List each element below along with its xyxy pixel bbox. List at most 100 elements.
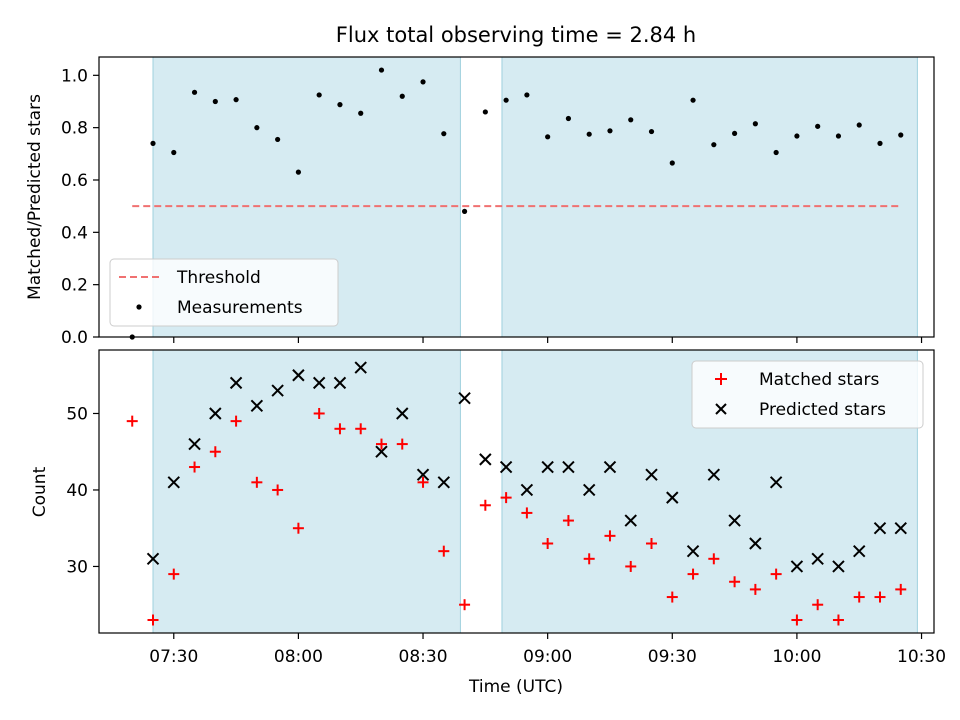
predicted-stars-point — [603, 460, 617, 474]
predicted-stars-point — [354, 361, 367, 374]
predicted-stars-point — [749, 537, 762, 550]
matched-stars-point — [646, 538, 658, 550]
predicted-stars-point — [811, 552, 824, 566]
measurement-point — [628, 117, 634, 123]
measurement-point — [648, 128, 655, 135]
measurement-point — [358, 110, 364, 116]
measurement-point — [233, 97, 239, 103]
measurement-point — [586, 131, 592, 137]
y-tick-label: 30 — [66, 557, 88, 577]
y-tick-label: 0.0 — [61, 328, 88, 348]
marker-stroke — [707, 468, 721, 481]
legend-matched-label: Matched stars — [759, 370, 879, 390]
measurement-point — [399, 93, 405, 99]
measurement-point — [835, 133, 842, 139]
count-y-axis-label: Count — [30, 466, 50, 517]
ratio-legend-box — [109, 258, 339, 327]
measurement-point — [254, 125, 260, 131]
predicted-stars-point — [333, 376, 347, 390]
y-tick-label: 0.6 — [61, 171, 88, 191]
predicted-stars-point — [790, 560, 804, 573]
matched-stars-point — [189, 461, 201, 473]
measurement-point — [482, 109, 488, 115]
measurement-point — [441, 131, 447, 137]
matched-stars-point — [230, 415, 242, 427]
ratio-x-ticks — [173, 337, 923, 343]
predicted-stars-point — [479, 453, 492, 466]
measurement-point — [565, 115, 572, 122]
matched-stars-point — [147, 614, 159, 626]
marker-stroke — [229, 376, 243, 390]
predicted-stars-point — [520, 483, 534, 497]
x-tick-label: 08:30 — [399, 647, 448, 667]
matched-stars-point — [562, 515, 574, 527]
x-tick-label: 07:30 — [149, 647, 198, 667]
y-tick-label: 0.4 — [61, 223, 88, 243]
count-plot-frame — [98, 349, 935, 634]
matched-stars-point — [853, 591, 865, 603]
marker-stroke — [811, 552, 824, 566]
measurement-point — [690, 97, 696, 103]
predicted-stars-point — [562, 460, 575, 474]
marker-stroke — [562, 460, 575, 474]
legend-matched-swatch — [715, 373, 727, 385]
matched-stars-point — [708, 553, 720, 565]
measurement-point — [711, 142, 717, 148]
measurement-point — [337, 102, 343, 108]
matched-stars-point — [687, 568, 699, 580]
matched-stars-point — [272, 484, 284, 496]
marker-stroke — [209, 407, 222, 420]
measurement-point — [150, 140, 156, 146]
measurement-point — [752, 121, 758, 127]
count-points — [126, 361, 907, 626]
predicted-stars-point — [499, 460, 513, 474]
marker-stroke — [853, 544, 866, 558]
matched-stars-point — [396, 438, 408, 450]
marker-stroke — [624, 514, 637, 527]
measurement-point — [731, 130, 738, 137]
marker-stroke — [790, 560, 804, 573]
measurement-point — [856, 122, 862, 128]
measurement-point — [898, 132, 904, 138]
measurement-point — [503, 97, 509, 103]
predicted-stars-point — [312, 376, 326, 390]
chart-title: Flux total observing time = 2.84 h — [336, 23, 696, 47]
matched-stars-point — [209, 446, 221, 458]
marker-stroke — [873, 522, 887, 535]
marker-stroke — [167, 476, 180, 489]
count-y-ticks: 30 40 50 — [66, 404, 99, 577]
measurement-point — [669, 160, 675, 166]
matched-stars-point — [334, 423, 346, 435]
marker-stroke — [666, 491, 679, 504]
ratio-legend: Threshold Measurements — [109, 258, 339, 327]
predicted-stars-point — [541, 460, 554, 474]
marker-stroke — [728, 514, 741, 527]
matched-stars-point — [895, 583, 907, 595]
ratio-panel: 0.0 0.2 0.4 0.6 0.8 1.0 Matched/Predicted sta… — [25, 56, 935, 348]
observing-window-band — [153, 350, 461, 633]
matched-stars-point — [583, 553, 595, 565]
predicted-stars-point — [894, 522, 907, 535]
predicted-stars-point — [167, 476, 180, 489]
measurement-point — [191, 89, 198, 95]
matched-stars-point — [438, 545, 450, 557]
marker-stroke — [146, 552, 160, 566]
marker-stroke — [271, 384, 284, 397]
predicted-stars-point — [707, 468, 721, 481]
legend-threshold-label: Threshold — [176, 268, 261, 288]
matched-stars-point — [479, 499, 491, 511]
measurement-point — [815, 123, 821, 129]
matched-stars-point — [729, 576, 741, 588]
x-tick-label: 09:30 — [648, 647, 697, 667]
marker-stroke — [499, 460, 513, 474]
marker-stroke — [396, 407, 409, 420]
marker-stroke — [894, 522, 907, 535]
measurement-point — [171, 149, 177, 156]
predicted-stars-point — [416, 468, 430, 481]
count-x-ticks: 07:30 08:00 08:30 09:00 09:30 10:00 10:30 — [149, 633, 946, 667]
measurement-point — [461, 208, 468, 214]
predicted-stars-point — [188, 437, 201, 451]
legend-measurements-label: Measurements — [177, 298, 303, 318]
x-tick-label: 09:00 — [523, 647, 572, 667]
predicted-stars-point — [292, 369, 305, 382]
